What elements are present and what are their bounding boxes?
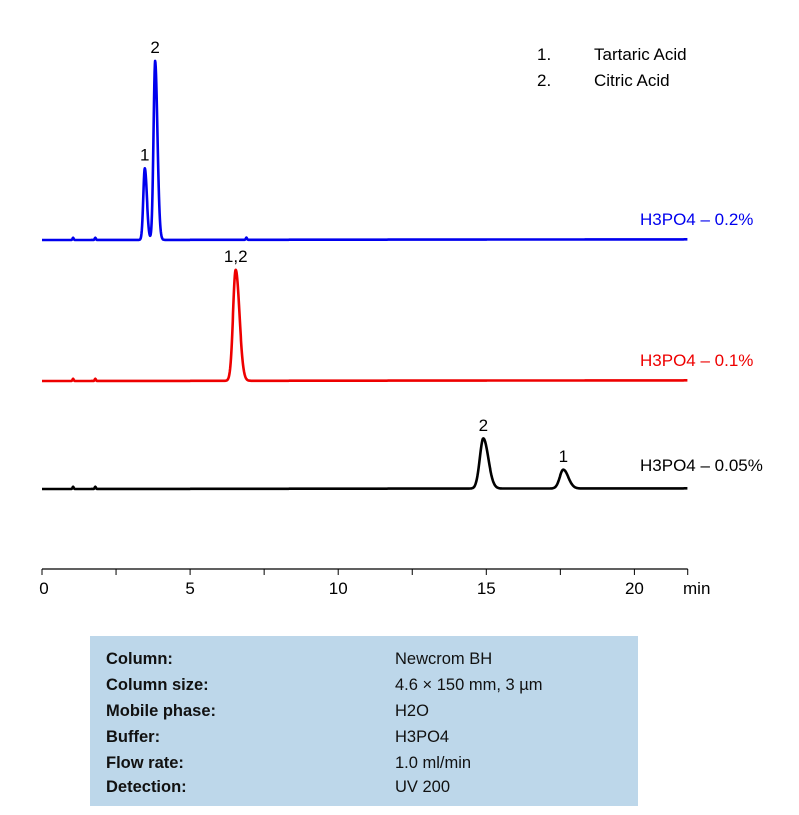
trace-label: H3PO4 – 0.1%: [640, 351, 753, 370]
x-tick-label: 20: [625, 579, 644, 598]
trace-label: H3PO4 – 0.05%: [640, 456, 763, 475]
condition-value: 1.0 ml/min: [395, 754, 472, 772]
chromatogram-chart: 1 2 H3PO4 – 0.2% 1,2 H3PO4 – 0.1% 2 1 H3PO4 – 0…: [39, 38, 763, 598]
condition-value: H2O: [395, 702, 429, 720]
peak-label: 1: [140, 145, 149, 164]
condition-label: Flow rate:: [106, 754, 184, 772]
conditions-panel: Column: Newcrom BH Column size: 4.6 × 150 …: [90, 636, 638, 806]
condition-label: Column:: [106, 650, 173, 668]
legend-number: 1.: [537, 45, 551, 64]
peak-label: 1: [559, 447, 568, 466]
peak-labels: 1 2 H3PO4 – 0.2% 1,2 H3PO4 – 0.1% 2 1 H3PO4 – 0…: [140, 38, 763, 475]
legend-entry: Citric Acid: [594, 71, 670, 90]
x-tick-label: 10: [329, 579, 348, 598]
peak-label: 2: [479, 416, 488, 435]
trace-line: [40, 437, 689, 491]
trace-line: [40, 59, 689, 242]
trace-label: H3PO4 – 0.2%: [640, 210, 753, 229]
condition-value: Newcrom BH: [395, 650, 493, 668]
trace-line: [40, 268, 689, 383]
condition-value: 4.6 × 150 mm, 3 µm: [395, 676, 543, 694]
legend-entry: Tartaric Acid: [594, 45, 687, 64]
legend: 1. Tartaric Acid 2. Citric Acid: [537, 45, 687, 90]
legend-number: 2.: [537, 71, 551, 90]
condition-label: Mobile phase:: [106, 702, 217, 720]
peak-label: 2: [150, 38, 159, 57]
x-tick-label: 5: [185, 579, 194, 598]
condition-label: Column size:: [106, 676, 209, 694]
x-tick-label: 0: [39, 579, 48, 598]
condition-value: H3PO4: [395, 728, 450, 746]
condition-label: Buffer:: [106, 728, 161, 746]
condition-value: UV 200: [395, 778, 451, 796]
x-axis: 0 5 10 15 20 min: [39, 568, 710, 598]
peak-label: 1,2: [224, 247, 248, 266]
x-axis-unit: min: [683, 579, 710, 598]
traces: [40, 59, 689, 491]
condition-label: Detection:: [106, 778, 187, 796]
x-tick-label: 15: [477, 579, 496, 598]
